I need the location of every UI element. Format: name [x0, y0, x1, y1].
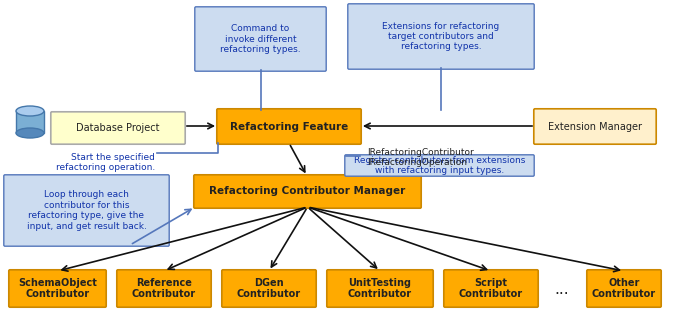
Text: ...: ...	[555, 281, 569, 296]
FancyBboxPatch shape	[16, 111, 44, 133]
Text: SchemaObject
Contributor: SchemaObject Contributor	[18, 278, 97, 299]
FancyBboxPatch shape	[117, 270, 211, 307]
FancyBboxPatch shape	[194, 175, 421, 208]
Text: Database Project: Database Project	[76, 123, 160, 133]
FancyBboxPatch shape	[50, 112, 185, 144]
Text: Refactoring Feature: Refactoring Feature	[230, 121, 348, 131]
FancyBboxPatch shape	[194, 7, 326, 71]
Text: Reference
Contributor: Reference Contributor	[132, 278, 196, 299]
Text: Loop through each
contributor for this
refactoring type, give the
input, and get: Loop through each contributor for this r…	[26, 190, 147, 231]
FancyBboxPatch shape	[587, 270, 661, 307]
Text: DGen
Contributor: DGen Contributor	[237, 278, 301, 299]
FancyBboxPatch shape	[217, 109, 361, 144]
Ellipse shape	[16, 106, 44, 116]
Text: Command to
invoke different
refactoring types.: Command to invoke different refactoring …	[220, 24, 301, 54]
FancyBboxPatch shape	[327, 270, 433, 307]
FancyBboxPatch shape	[222, 270, 316, 307]
Text: Extension Manager: Extension Manager	[548, 121, 642, 131]
Text: Register contributors from extensions
with refactoring input types.: Register contributors from extensions wi…	[354, 156, 525, 175]
FancyBboxPatch shape	[4, 175, 169, 246]
FancyBboxPatch shape	[348, 4, 534, 69]
FancyBboxPatch shape	[345, 155, 534, 176]
FancyBboxPatch shape	[444, 270, 538, 307]
Text: UnitTesting
Contributor: UnitTesting Contributor	[348, 278, 412, 299]
FancyBboxPatch shape	[534, 109, 656, 144]
Text: Other
Contributor: Other Contributor	[592, 278, 656, 299]
Text: Start the specified
refactoring operation.: Start the specified refactoring operatio…	[56, 153, 155, 172]
Text: Extensions for refactoring
target contributors and
refactoring types.: Extensions for refactoring target contri…	[382, 22, 499, 51]
Text: IRefactoringContributor
IRefactoringOperation: IRefactoringContributor IRefactoringOper…	[367, 148, 474, 167]
Ellipse shape	[16, 128, 44, 138]
Text: Refactoring Contributor Manager: Refactoring Contributor Manager	[209, 187, 406, 197]
Text: Script
Contributor: Script Contributor	[459, 278, 523, 299]
FancyBboxPatch shape	[9, 270, 106, 307]
